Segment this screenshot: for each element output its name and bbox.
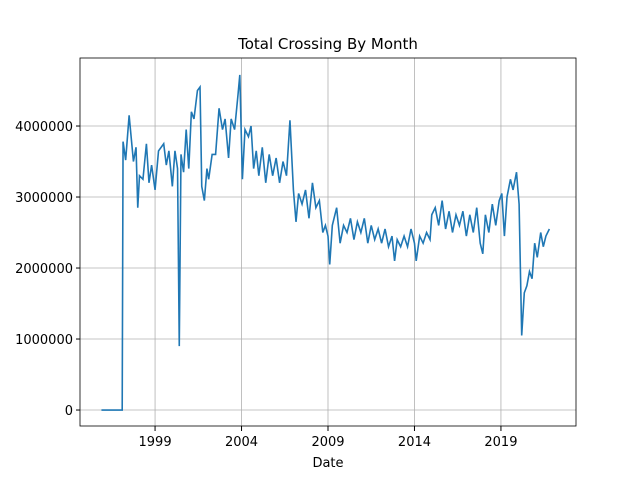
y-tick-label: 1000000 [15, 333, 73, 348]
x-tick-label: 2019 [484, 435, 517, 450]
x-axis-label: Date [312, 456, 343, 471]
x-tick-label: 2009 [311, 435, 344, 450]
x-tick-label: 2004 [225, 435, 258, 450]
y-tick-label: 2000000 [15, 262, 73, 277]
y-tick-label: 4000000 [15, 120, 73, 135]
chart-title: Total Crossing By Month [237, 35, 418, 53]
plot-frame [79, 57, 577, 427]
line-series [101, 74, 551, 411]
x-tick-label: 2014 [398, 435, 431, 450]
y-tick-label: 0 [65, 404, 73, 419]
y-tick-label: 3000000 [15, 191, 73, 206]
x-tick-label: 1999 [139, 435, 172, 450]
